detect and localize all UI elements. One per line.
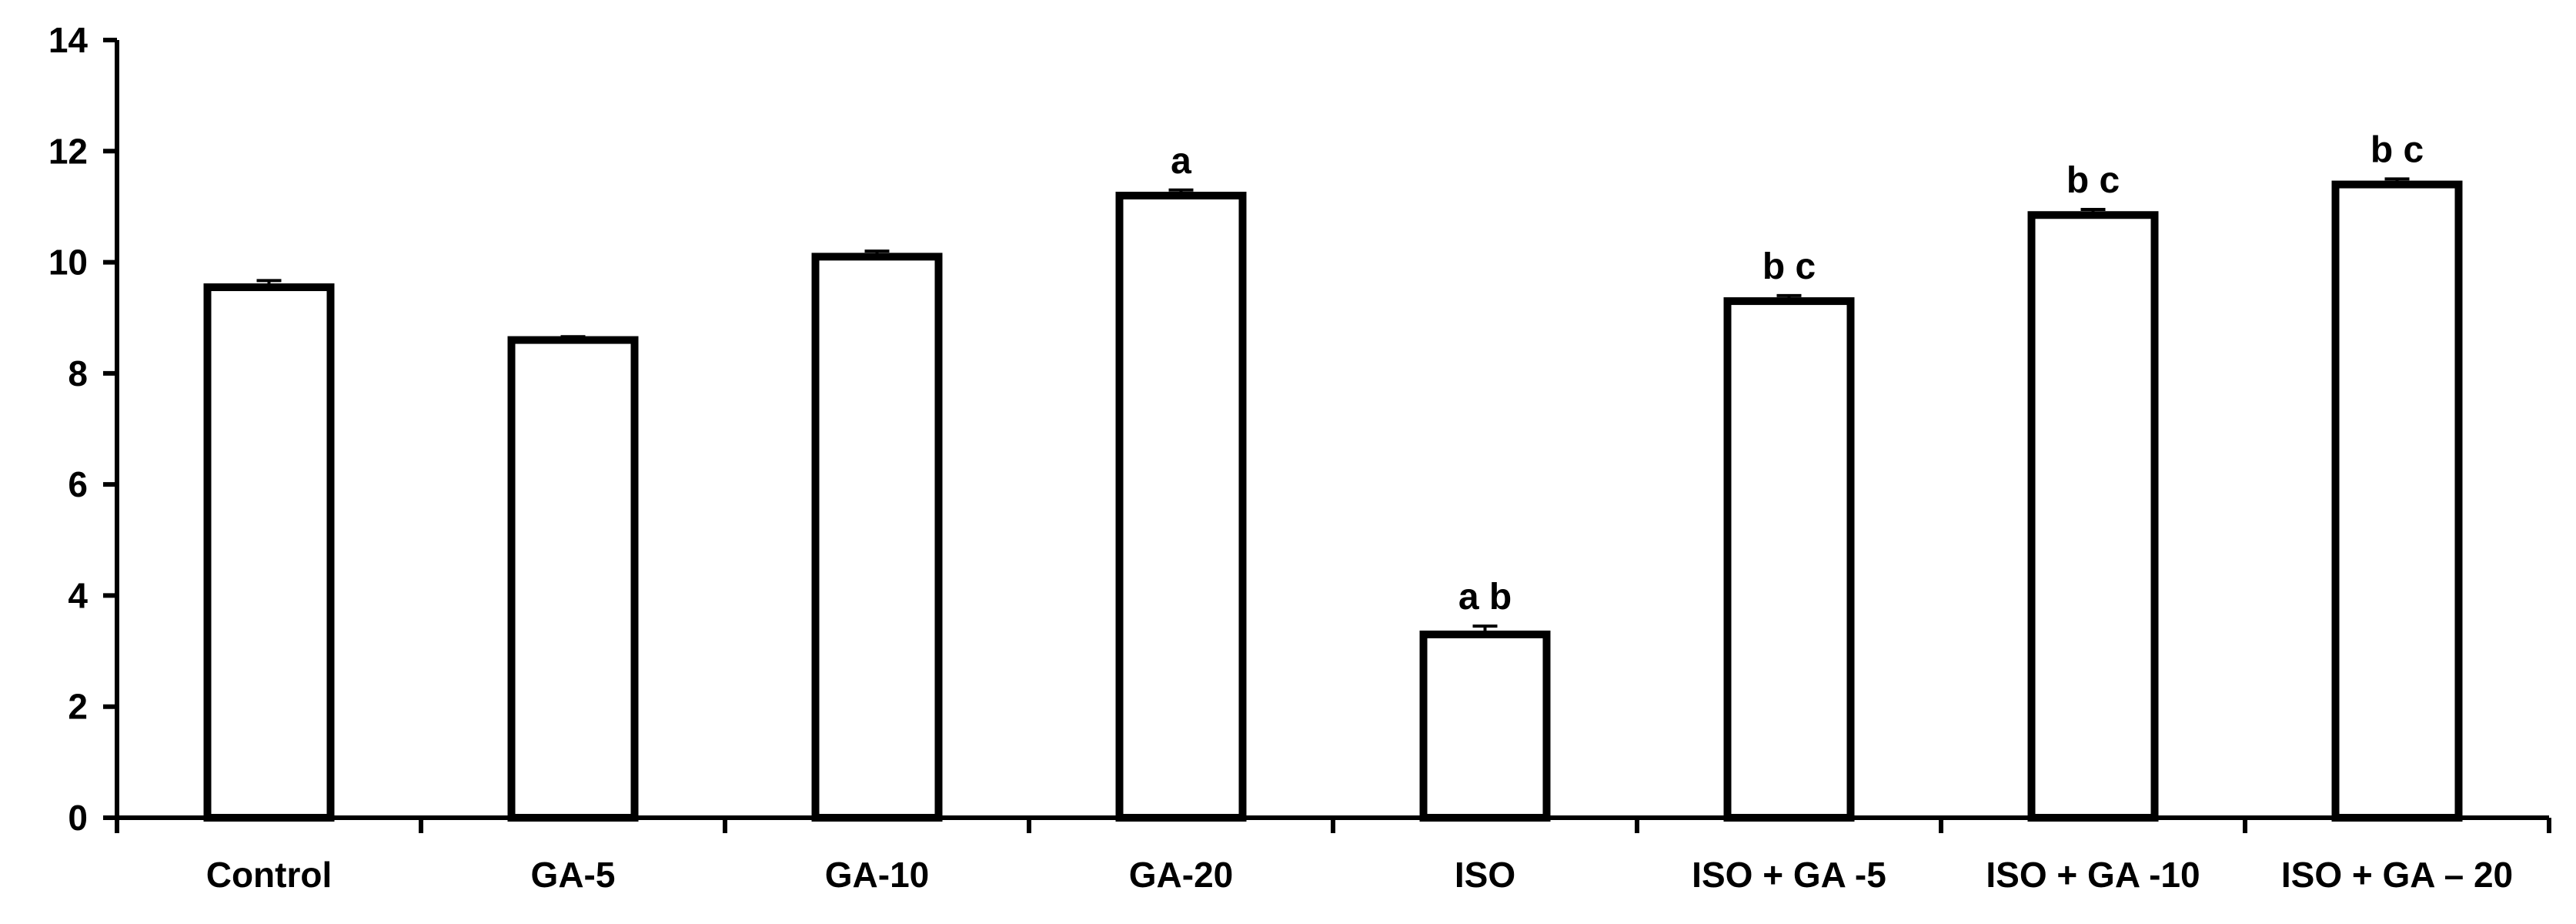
x-tick-label: GA-20	[1129, 855, 1233, 895]
significance-label: a	[1171, 141, 1191, 182]
bar	[203, 283, 335, 822]
error-bar	[1472, 624, 1498, 634]
error-bar	[2080, 208, 2106, 216]
bar	[507, 336, 639, 822]
significance-label: b c	[2371, 129, 2424, 170]
y-axis: 0 2 4 6 8 10 12 14	[48, 20, 119, 838]
y-tick-label: 0	[68, 798, 88, 838]
annotations-group: a a b b c b c b c	[1171, 129, 2424, 618]
error-bar	[1776, 293, 1802, 302]
significance-label: b c	[1762, 246, 1816, 287]
y-tick-label: 10	[48, 243, 88, 283]
y-tick-label: 12	[48, 131, 88, 171]
x-tick-label: ISO	[1455, 855, 1515, 895]
error-bars-group	[256, 177, 2410, 634]
error-bar	[864, 249, 890, 257]
bar	[811, 253, 943, 822]
y-tick-label: 8	[68, 353, 88, 393]
x-tick-label: ISO + GA -5	[1692, 855, 1886, 895]
significance-label: a b	[1458, 577, 1512, 618]
bars-group	[203, 180, 2463, 822]
bar	[1723, 297, 1855, 822]
bar	[2027, 211, 2159, 822]
error-bar	[1168, 188, 1194, 196]
y-tick-label: 6	[68, 464, 88, 504]
x-tick-label: GA-5	[531, 855, 616, 895]
x-tick-label: ISO + GA -10	[1986, 855, 2200, 895]
bar	[1115, 192, 1247, 822]
x-tick-label: ISO + GA – 20	[2281, 855, 2513, 895]
error-bar	[560, 335, 586, 340]
y-tick-label: 2	[68, 687, 88, 727]
error-bar	[256, 279, 282, 288]
significance-label: b c	[2066, 160, 2120, 201]
x-tick-label: GA-10	[825, 855, 929, 895]
error-bar	[2384, 177, 2410, 185]
y-tick-label: 14	[48, 20, 89, 60]
x-axis: Control GA-5 GA-10 GA-20 ISO ISO + GA -5 ISO +…	[115, 815, 2551, 895]
bar	[2331, 180, 2463, 822]
y-tick-label: 4	[68, 575, 88, 615]
bar	[1419, 630, 1551, 822]
x-tick-label: Control	[206, 855, 332, 895]
